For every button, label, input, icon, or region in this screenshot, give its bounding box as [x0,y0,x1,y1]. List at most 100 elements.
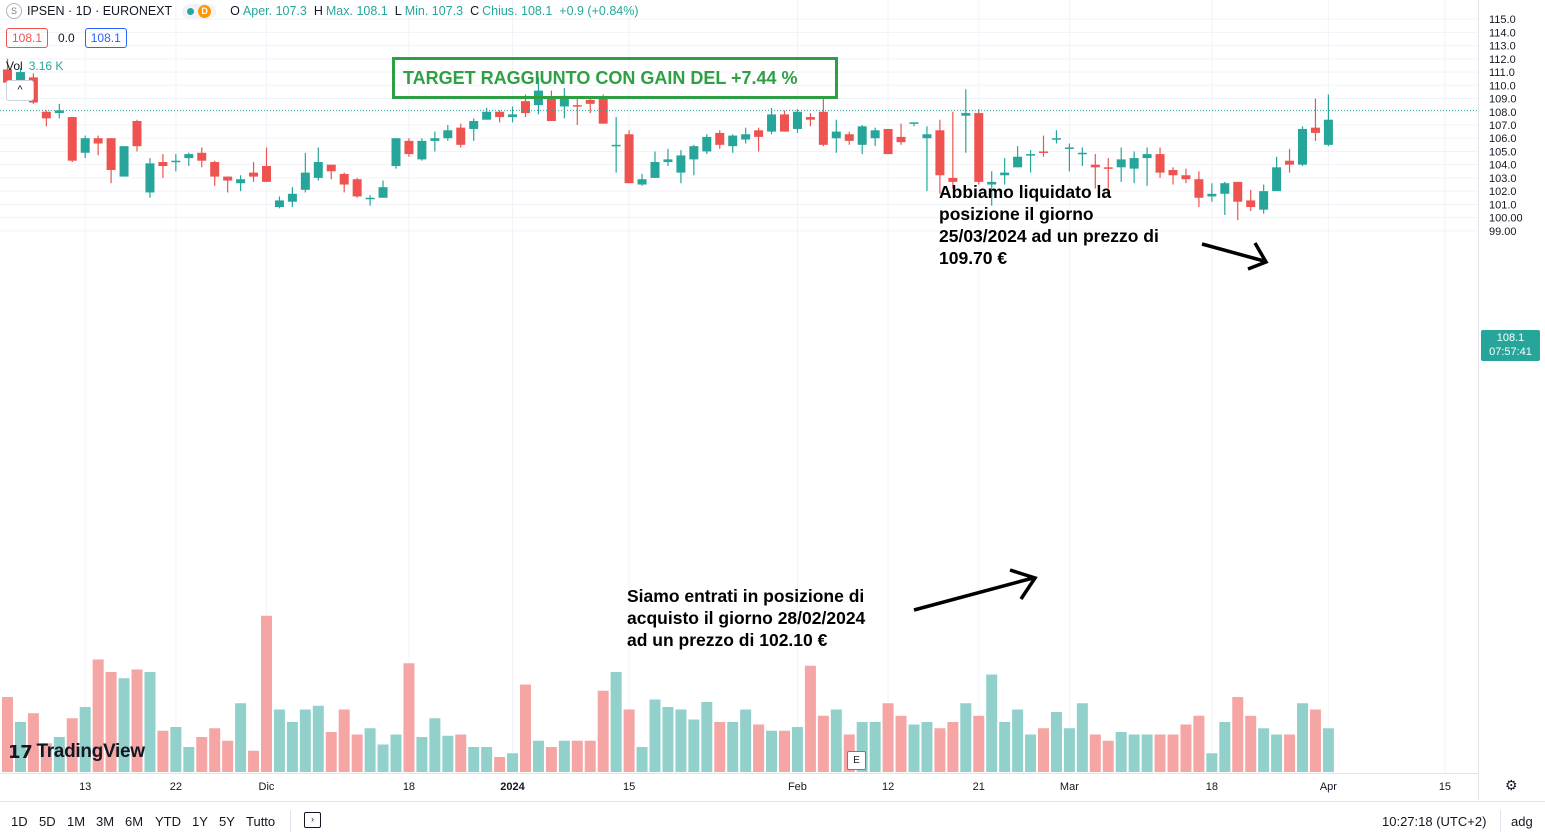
volume-bar [248,750,260,772]
candle-body [611,144,621,147]
x-tick-label: 15 [1439,781,1451,793]
candles [3,58,1333,221]
volume-bar [1012,709,1024,772]
time-axis[interactable]: 13 22 Dic 18 2024 15 Feb 12 21 Mar 18 Apr 15 [0,773,1478,794]
market-status-pill[interactable]: D [182,3,217,19]
volume-bar [170,727,182,772]
candle-body [1103,167,1113,169]
y-tick-label: 111.0 [1489,67,1515,79]
tradingview-logo-icon: 17 [8,741,33,763]
volume-bar [403,663,415,772]
candle-body [1259,191,1269,210]
candle-body [1181,175,1191,180]
volume-bar [312,705,324,772]
x-tick-label: 2024 [500,781,525,793]
timeframe-1y[interactable]: 1Y [192,814,208,829]
candle-body [404,140,414,155]
volume-bar [1180,724,1192,772]
ohlc-high-label: H [313,4,323,18]
volume-bar [804,665,816,772]
candle-body [1142,154,1152,159]
candle-body [676,155,686,173]
x-tick-label: 18 [403,781,415,793]
candle-body [1310,127,1320,133]
volume-bar [869,722,881,772]
volume-bar [1141,734,1153,772]
volume-bar [494,757,506,772]
volume-bar [1076,703,1088,772]
y-tick-label: 107.0 [1489,120,1517,132]
target-reached-banner: TARGET RAGGIUNTO CON GAIN DEL +7.44 % [392,57,838,99]
timeframe-1d[interactable]: 1D [11,814,28,829]
candle-body [469,121,479,129]
bid-price-button[interactable]: 108.1 [6,28,49,48]
bottom-toolbar: 1D 5D 1M 3M 6M YTD 1Y 5Y Tutto › 10:27:1… [0,801,1545,840]
volume-bar [1258,728,1270,772]
candle-body [223,176,233,181]
candle-body [922,134,932,139]
candle-body [1323,119,1333,145]
timeframe-5y[interactable]: 5Y [219,814,235,829]
timeframe-3m[interactable]: 3M [96,814,115,829]
volume-bar [1115,732,1127,772]
candle-body [417,140,427,160]
timeframe-5d[interactable]: 5D [39,814,56,829]
collapse-legend-button[interactable]: ^ [6,80,34,101]
timeframe-1m[interactable]: 1M [67,814,86,829]
candle-body [391,138,401,167]
exit-arrow-head [1247,242,1269,271]
candle-body [663,159,673,163]
timeframe-all[interactable]: Tutto [246,814,276,829]
go-to-date-calendar-icon[interactable]: › [304,812,321,828]
candle-body [1090,164,1100,168]
volume-bar [351,734,363,772]
volume-bar [325,732,337,772]
x-tick-label: Feb [788,781,807,793]
volume-bar [1284,734,1296,772]
candle-body [41,111,51,119]
candle-body [754,130,764,137]
candle-body [482,111,492,120]
tradingview-logo[interactable]: 17 TradingView [8,741,145,763]
symbol-legend: S IPSEN · 1D · EURONEXT D O Aper. 107.3 … [6,3,646,19]
volume-bar [66,718,78,772]
volume-bar [1206,753,1218,772]
volume-bar [999,722,1011,772]
volume-label[interactable]: Vol [6,59,23,73]
candle-body [352,179,362,197]
candle-body [326,164,336,172]
timeframe-ytd[interactable]: YTD [155,814,181,829]
tradingview-logo-text: TradingView [36,741,145,762]
last-price-value: 108.1 [1496,332,1525,344]
candle-body [1272,167,1282,192]
ask-price-button[interactable]: 108.1 [84,28,127,48]
volume-bar [92,659,104,772]
symbol-logo-icon[interactable]: S [6,3,22,19]
adjust-data-toggle[interactable]: adg [1511,814,1533,829]
ohlc-high-value: Max. 108.1 [325,4,388,18]
y-tick-label: 114.0 [1489,27,1516,39]
candle-body [1207,193,1217,197]
earnings-event-badge[interactable]: E [847,751,866,770]
candle-body [80,138,90,153]
y-tick-label: 103.0 [1489,173,1517,185]
symbol-title[interactable]: IPSEN · 1D · EURONEXT [27,4,173,18]
candle-body [300,172,310,190]
volume-bar [144,672,156,772]
axis-settings-gear-icon[interactable]: ⚙ [1505,777,1518,793]
candle-body [805,117,815,120]
session-clock[interactable]: 10:27:18 (UTC+2) [1382,814,1487,829]
candle-body [935,130,945,176]
volume-bar [960,703,972,772]
volume-bar [571,740,583,772]
y-tick-label: 113.0 [1489,41,1516,53]
candle-body [197,152,207,161]
candle-body [961,113,971,116]
candle-body [974,113,984,182]
timeframe-6m[interactable]: 6M [125,814,144,829]
y-tick-label: 100.00 [1489,213,1523,225]
candle-body [1039,151,1048,153]
volume-bar [740,709,752,772]
